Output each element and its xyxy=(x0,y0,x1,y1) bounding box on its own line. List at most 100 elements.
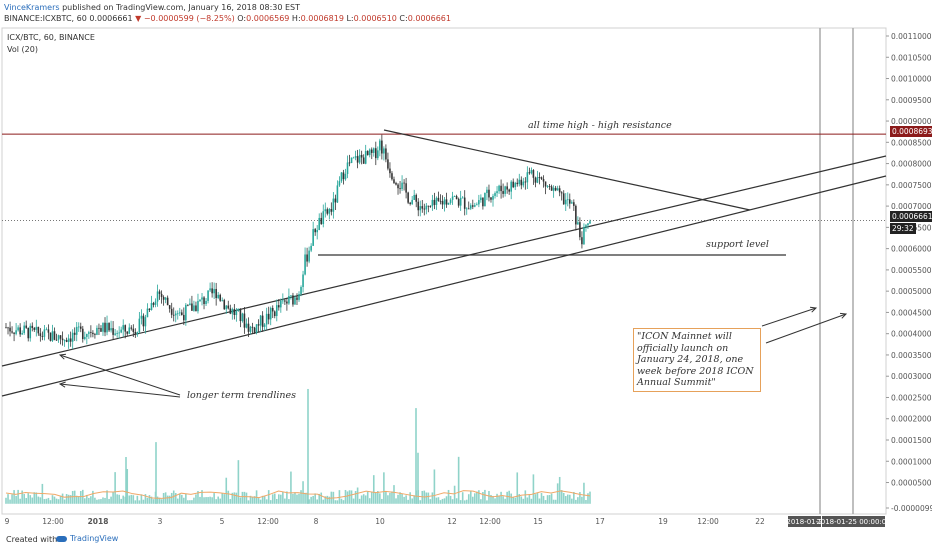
volume-bar xyxy=(579,492,581,504)
volume-bar xyxy=(324,496,327,504)
candle-body xyxy=(251,326,254,328)
x-tick-label: 12:00 xyxy=(697,517,719,526)
x-tick-label: 12:00 xyxy=(479,517,501,526)
candle-body xyxy=(387,159,389,169)
candle-body xyxy=(568,199,571,204)
date-label: 2018-01-25 00:00:00 xyxy=(816,518,890,526)
y-tick-label: 0.0008000 xyxy=(891,160,932,169)
high-label: H: xyxy=(289,14,301,23)
candle-body xyxy=(152,303,155,305)
volume-bar xyxy=(259,499,262,504)
volume-bar xyxy=(393,485,395,504)
volume-bar xyxy=(320,492,323,504)
candle-body xyxy=(45,329,48,331)
volume-bar xyxy=(494,498,496,504)
close-label: C: xyxy=(396,14,408,23)
volume-bar xyxy=(231,492,234,504)
candle-body xyxy=(471,205,474,207)
volume-bar xyxy=(280,494,282,504)
volume-bar xyxy=(528,494,531,504)
volume-bar xyxy=(138,500,141,504)
candle-body xyxy=(459,197,462,206)
volume-bar xyxy=(356,487,359,504)
volume-bar xyxy=(116,494,118,504)
volume-bar xyxy=(79,491,82,504)
candle-body xyxy=(140,315,143,319)
candle-body xyxy=(536,177,539,183)
candle-body xyxy=(368,149,371,156)
volume-bar xyxy=(455,498,458,504)
y-tick-label: 0.0007000 xyxy=(891,202,932,211)
volume-bar xyxy=(35,492,38,504)
candle-body xyxy=(150,303,153,310)
candle-body xyxy=(583,227,585,245)
volume-bar xyxy=(530,498,533,504)
candle-body xyxy=(197,300,199,312)
candle-body xyxy=(249,326,252,332)
candle-body xyxy=(298,294,300,300)
candle-body xyxy=(589,221,591,224)
volume-bar xyxy=(346,491,349,504)
candle-body xyxy=(330,209,333,212)
volume-bar xyxy=(310,496,312,504)
candle-body xyxy=(79,326,82,329)
candle-body xyxy=(195,305,197,312)
volume-bar xyxy=(465,499,468,504)
candle-body xyxy=(237,308,240,312)
volume-bar xyxy=(403,496,405,504)
candle-body xyxy=(306,254,308,262)
volume-bar xyxy=(514,497,517,504)
x-tick-label: 8 xyxy=(314,517,319,526)
volume-bar xyxy=(86,494,88,504)
candle-body xyxy=(352,157,355,159)
volume-bar xyxy=(108,498,110,504)
volume-bar xyxy=(205,497,207,504)
volume-bar xyxy=(84,498,86,504)
candle-body xyxy=(437,197,440,201)
candle-body xyxy=(104,322,106,333)
candle-body xyxy=(488,189,490,198)
volume-ma-line xyxy=(5,490,591,499)
candle-body xyxy=(168,305,171,309)
y-tick-label: 0.0010000 xyxy=(891,75,932,84)
price-chart[interactable]: 0.0011000 0.0010500 0.0010000 0.0009500 0.00… xyxy=(0,0,932,530)
author-link[interactable]: VinceKramers xyxy=(4,3,60,12)
candle-body xyxy=(461,197,464,199)
volume-bar xyxy=(502,496,504,504)
candle-body xyxy=(407,192,409,203)
x-tick-label: 12 xyxy=(447,517,457,526)
volume-bar xyxy=(195,494,197,504)
y-tick-label: -0.0000099 xyxy=(891,504,932,513)
volume-bar xyxy=(419,500,422,504)
volume-bar xyxy=(467,494,470,504)
candle-body xyxy=(449,199,452,203)
volume-bar xyxy=(429,499,432,504)
candle-body xyxy=(156,291,159,302)
candle-body xyxy=(538,177,541,178)
tradingview-logo[interactable]: TradingView xyxy=(56,534,118,543)
volume-spike xyxy=(125,457,127,504)
candle-body xyxy=(328,209,331,214)
y-tick-label: 0.0005500 xyxy=(891,266,932,275)
candle-body xyxy=(447,202,450,205)
volume-bar xyxy=(421,490,424,504)
volume-bar xyxy=(480,499,482,504)
candle-body xyxy=(316,229,318,233)
candle-body xyxy=(354,156,357,158)
candle-body xyxy=(59,335,62,339)
volume-bar xyxy=(263,495,266,504)
low-label: L: xyxy=(343,14,354,23)
candle-body xyxy=(174,313,177,316)
volume-bar xyxy=(500,491,502,504)
candle-body xyxy=(233,309,236,316)
volume-bar xyxy=(278,494,280,504)
volume-bar xyxy=(247,500,250,504)
volume-bar xyxy=(560,490,563,504)
volume-bar xyxy=(282,491,284,504)
candle-body xyxy=(465,208,468,210)
volume-bar xyxy=(69,495,72,504)
volume-bar xyxy=(292,493,294,504)
volume-bar xyxy=(136,495,139,504)
candle-body xyxy=(245,323,248,328)
volume-bar xyxy=(261,495,264,504)
